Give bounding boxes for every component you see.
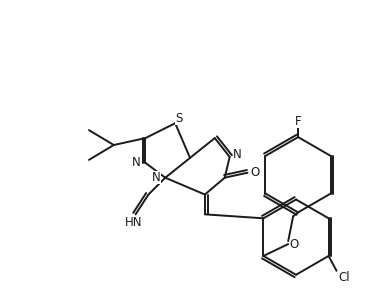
Text: N: N (132, 156, 141, 169)
Text: F: F (295, 115, 301, 128)
Text: N: N (152, 171, 161, 184)
Text: O: O (251, 166, 260, 179)
Text: S: S (175, 112, 183, 125)
Text: N: N (233, 149, 242, 161)
Text: Cl: Cl (339, 271, 350, 284)
Text: HN: HN (125, 216, 142, 229)
Text: O: O (289, 238, 299, 251)
